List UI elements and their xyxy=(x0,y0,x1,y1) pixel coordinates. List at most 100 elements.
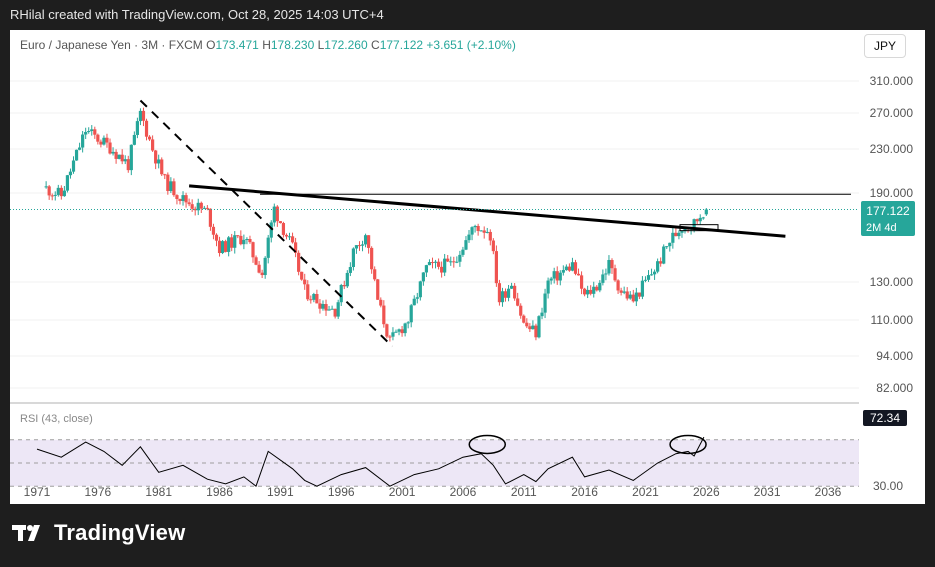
tradingview-logo-icon xyxy=(12,525,40,541)
candle-body xyxy=(406,322,410,324)
candle-body xyxy=(561,270,565,273)
candle-body xyxy=(266,237,270,258)
time-tick-label: 2036 xyxy=(815,485,842,499)
candle-body xyxy=(345,272,349,287)
chart-panel[interactable] xyxy=(10,30,859,504)
candle-body xyxy=(284,234,289,237)
candle-body xyxy=(579,275,584,289)
candle-body xyxy=(357,245,362,247)
candle-body xyxy=(303,279,307,285)
candle-body xyxy=(44,186,48,188)
candle-body xyxy=(217,240,222,254)
candle-body xyxy=(193,208,197,211)
candle-body xyxy=(497,283,502,303)
candle-body xyxy=(327,309,331,311)
currency-button[interactable]: JPY xyxy=(864,34,906,58)
candle-body xyxy=(108,142,112,154)
tradingview-logo-text: TradingView xyxy=(54,520,186,545)
candle-body xyxy=(616,280,620,291)
rsi-line xyxy=(36,436,705,488)
time-tick-label: 1986 xyxy=(206,485,233,499)
candle-body xyxy=(625,291,629,299)
candle-body xyxy=(348,267,352,273)
candle-body xyxy=(382,305,386,325)
candle-body xyxy=(704,209,708,215)
time-tick-label: 2031 xyxy=(754,485,781,499)
axis-labels-layer: 310.000 270.000 230.000 190.000 130.000 110.0… xyxy=(24,74,914,499)
tradingview-logo[interactable]: TradingView xyxy=(12,520,185,546)
candle-body xyxy=(598,282,602,291)
candle-body xyxy=(336,302,340,317)
candle-body xyxy=(485,231,489,233)
candle-body xyxy=(640,280,645,297)
candle-body xyxy=(506,288,511,298)
candle-body xyxy=(354,245,359,249)
candle-body xyxy=(522,315,526,323)
candle-body xyxy=(440,266,444,273)
candle-body xyxy=(117,154,121,159)
candle-body xyxy=(592,286,596,294)
candle-body xyxy=(683,228,687,232)
candle-body xyxy=(570,262,575,271)
candle-body xyxy=(53,194,57,196)
candle-body xyxy=(62,190,66,197)
candle-body xyxy=(452,261,456,263)
candle-body xyxy=(233,235,237,248)
candle-body xyxy=(473,225,477,228)
candle-body xyxy=(379,299,383,306)
candle-body xyxy=(224,241,228,252)
candle-body xyxy=(668,242,672,247)
price-tick-label: 270.000 xyxy=(870,106,914,120)
candle-body xyxy=(525,322,529,327)
candle-body xyxy=(90,129,94,131)
candle-body xyxy=(567,266,572,271)
candle-body xyxy=(586,289,590,295)
candle-body xyxy=(175,195,179,200)
candle-body xyxy=(595,286,599,291)
candle-body xyxy=(157,159,161,164)
candle-body xyxy=(680,231,684,233)
candle-body xyxy=(455,261,459,263)
candle-body xyxy=(412,298,416,306)
candle-body xyxy=(315,294,319,304)
time-tick-label: 1976 xyxy=(84,485,111,499)
candle-body xyxy=(394,331,398,333)
candle-body xyxy=(245,238,249,240)
candle-body xyxy=(154,150,158,164)
time-tick-label: 1981 xyxy=(145,485,172,499)
time-tick-label: 1996 xyxy=(328,485,355,499)
candle-body xyxy=(205,207,209,209)
candle-body xyxy=(84,131,88,135)
candle-body xyxy=(278,221,282,224)
candle-body xyxy=(138,110,143,122)
candle-body xyxy=(126,159,130,171)
price-tick-label: 130.000 xyxy=(870,275,914,289)
candle-body xyxy=(373,269,377,280)
candle-body xyxy=(649,274,654,276)
candle-body xyxy=(519,305,523,316)
candle-body xyxy=(370,247,374,270)
candle-body xyxy=(698,217,702,222)
candle-body xyxy=(65,175,70,191)
candle-body xyxy=(132,134,136,145)
candle-body xyxy=(306,284,310,300)
grid-layer xyxy=(10,80,859,404)
candle-body xyxy=(297,252,301,272)
candle-body xyxy=(674,232,678,237)
candle-body xyxy=(239,235,243,245)
candle-body xyxy=(47,186,51,196)
candle-body xyxy=(324,304,328,311)
candle-body xyxy=(363,235,368,245)
candle-body xyxy=(677,232,681,237)
candle-body xyxy=(202,207,206,209)
candle-body xyxy=(510,285,514,289)
candle-body xyxy=(111,151,115,154)
legend-close-label: C xyxy=(371,38,380,52)
candle-body xyxy=(227,237,231,252)
candle-body xyxy=(93,129,97,135)
candle-body xyxy=(68,171,73,176)
candle-body xyxy=(652,271,657,275)
candle-body xyxy=(214,234,219,241)
legend-open-label: O xyxy=(206,38,216,52)
